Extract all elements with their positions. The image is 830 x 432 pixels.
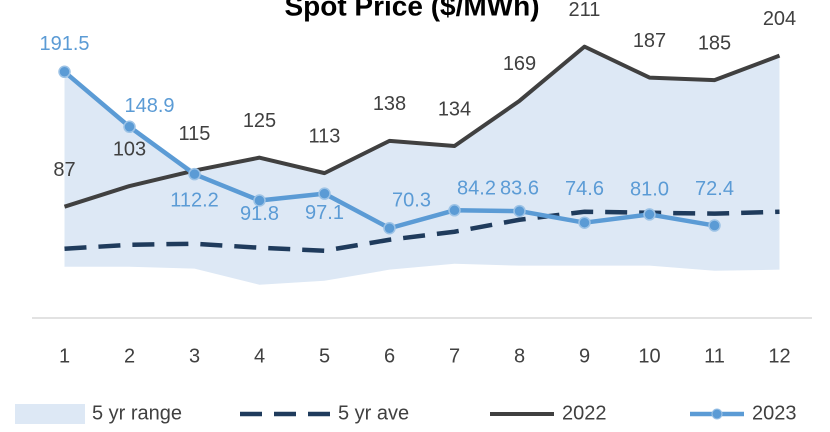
range-area: [64, 46, 780, 285]
point-marker: [188, 167, 201, 181]
data-label: 113: [309, 125, 341, 147]
data-label: 83.6: [500, 177, 539, 199]
x-tick-label: 12: [768, 345, 790, 367]
legend-label: 2022: [562, 402, 607, 424]
data-label: 70.3: [392, 190, 431, 212]
series-line: [64, 209, 780, 253]
data-label: 87: [53, 159, 75, 181]
data-label: 125: [243, 110, 276, 132]
data-label: 169: [503, 53, 536, 75]
x-tick-label: 4: [254, 345, 265, 367]
x-tick-label: 8: [514, 345, 525, 367]
point-marker: [643, 208, 656, 221]
point-marker: [513, 204, 526, 218]
legend-label: 2023: [752, 402, 797, 424]
data-label: 134: [438, 98, 471, 120]
series-line: [63, 44, 781, 209]
x-tick-label: 1: [59, 345, 70, 367]
data-label: 211: [569, 0, 601, 21]
data-label: 84.2: [457, 178, 496, 200]
data-label: 91.8: [240, 203, 279, 225]
x-tick-label: 2: [124, 345, 135, 367]
data-label: 81.0: [630, 179, 669, 201]
data-label: 97.1: [305, 202, 344, 224]
chart-title: Spot Price ($/MWh): [284, 0, 539, 21]
x-tick-label: 11: [704, 345, 725, 367]
data-label: 138: [373, 93, 406, 115]
point-marker: [578, 216, 591, 229]
x-tick-label: 3: [189, 345, 200, 367]
point-marker: [58, 65, 71, 79]
data-label: 103: [113, 138, 146, 160]
x-tick-label: 6: [384, 345, 395, 367]
legend-label: 5 yr ave: [338, 402, 409, 424]
point-marker: [708, 219, 721, 232]
legend-marker: [711, 408, 723, 420]
data-label: 74.6: [565, 178, 604, 200]
point-marker: [253, 194, 266, 207]
data-label: 204: [763, 8, 796, 30]
data-label: 148.9: [124, 95, 174, 117]
data-label: 115: [179, 123, 211, 145]
x-tick-label: 7: [449, 345, 460, 367]
data-label: 191.5: [39, 33, 89, 55]
point-marker: [383, 221, 396, 235]
data-label: 112.2: [170, 189, 219, 211]
data-label: 72.4: [695, 178, 734, 200]
point-marker: [123, 120, 136, 134]
point-marker: [318, 187, 331, 200]
legend-label: 5 yr range: [92, 402, 182, 424]
x-tick-label: 5: [319, 345, 330, 367]
point-marker: [448, 204, 461, 217]
data-label: 187: [633, 30, 666, 52]
legend-swatch: [15, 404, 85, 424]
x-tick-label: 9: [579, 345, 590, 367]
x-tick-label: 10: [638, 345, 660, 367]
data-label: 185: [698, 32, 731, 54]
